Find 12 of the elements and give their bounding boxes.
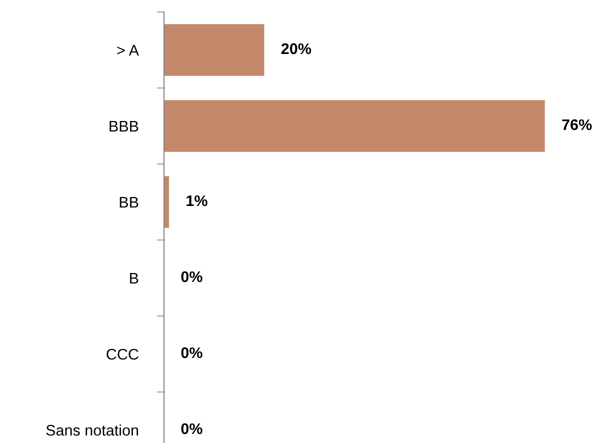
y-tick-label: Sans notation: [46, 424, 138, 436]
y-tick-label: BB: [120, 197, 138, 208]
data-label: 1%: [186, 195, 208, 206]
data-label: 0%: [181, 347, 202, 358]
data-label: 0%: [181, 271, 202, 282]
data-label: 20%: [281, 43, 312, 54]
y-tick-label: B: [130, 273, 138, 284]
y-tick-label: CCC: [106, 348, 138, 360]
data-label: 76%: [562, 119, 592, 130]
data-label: 0%: [181, 423, 202, 434]
y-tick-label: > A: [117, 45, 139, 56]
y-tick-label: BBB: [110, 121, 138, 132]
